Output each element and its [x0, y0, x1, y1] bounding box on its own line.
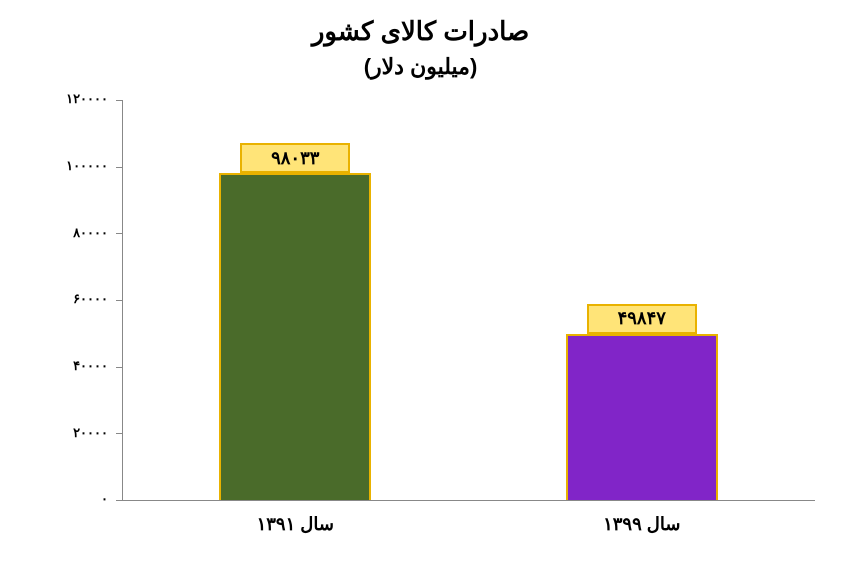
bar	[566, 334, 718, 500]
x-category-label: سال ۱۳۹۹	[542, 514, 742, 535]
y-axis	[122, 100, 123, 500]
y-tick-label: ۶۰۰۰۰	[8, 291, 108, 307]
y-tick	[116, 500, 122, 501]
plot-area: ۰۲۰۰۰۰۴۰۰۰۰۶۰۰۰۰۸۰۰۰۰۱۰۰۰۰۰۱۲۰۰۰۰۹۸۰۳۳سا…	[122, 100, 815, 500]
y-tick-label: ۲۰۰۰۰	[8, 425, 108, 441]
chart-title: صادرات کالای کشور	[0, 16, 841, 47]
y-tick-label: ۸۰۰۰۰	[8, 225, 108, 241]
chart-subtitle: (میلیون دلار)	[0, 54, 841, 80]
y-tick	[116, 233, 122, 234]
y-tick	[116, 100, 122, 101]
y-tick	[116, 300, 122, 301]
bar-chart: صادرات کالای کشور (میلیون دلار) ۰۲۰۰۰۰۴۰…	[0, 0, 841, 563]
data-label: ۴۹۸۴۷	[587, 304, 697, 334]
y-tick	[116, 167, 122, 168]
x-axis	[122, 500, 815, 501]
x-category-label: سال ۱۳۹۱	[195, 514, 395, 535]
y-tick-label: ۱۰۰۰۰۰	[8, 158, 108, 174]
y-tick-label: ۴۰۰۰۰	[8, 358, 108, 374]
y-tick	[116, 433, 122, 434]
y-tick-label: ۱۲۰۰۰۰	[8, 91, 108, 107]
y-tick-label: ۰	[8, 491, 108, 507]
bar	[219, 173, 371, 500]
y-tick	[116, 367, 122, 368]
data-label: ۹۸۰۳۳	[240, 143, 350, 173]
